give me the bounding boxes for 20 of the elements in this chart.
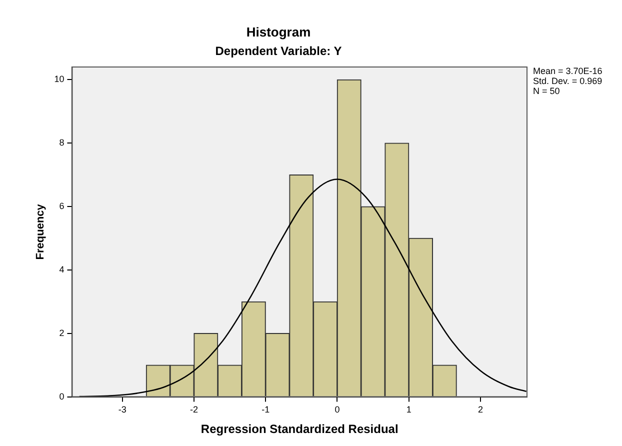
text: Mean = 3.70E-16 [533,66,602,76]
x-tick-label: 0 [334,404,340,415]
chart-title: Histogram [246,24,311,40]
y-tick-label: 4 [59,264,64,274]
chart-subtitle: Dependent Variable: Y [215,44,342,58]
x-tick-label: 1 [406,404,412,415]
y-tick-label: 10 [54,74,64,84]
text: N = 50 [533,86,560,96]
y-tick-label: 6 [59,201,64,212]
y-tick-label: 2 [59,328,64,338]
y-tick-label: 8 [59,138,64,148]
text: Std. Dev. = 0.969 [533,76,602,86]
x-tick-label: 2 [478,404,483,415]
x-tick-label: -1 [262,404,270,415]
x-tick-label: -3 [118,404,126,415]
x-tick-label: -2 [190,404,198,415]
y-tick-label: 0 [59,391,64,402]
x-axis-title: Regression Standardized Residual [200,422,398,436]
line-series [78,178,527,397]
y-axis-title: Frequency [34,203,47,260]
